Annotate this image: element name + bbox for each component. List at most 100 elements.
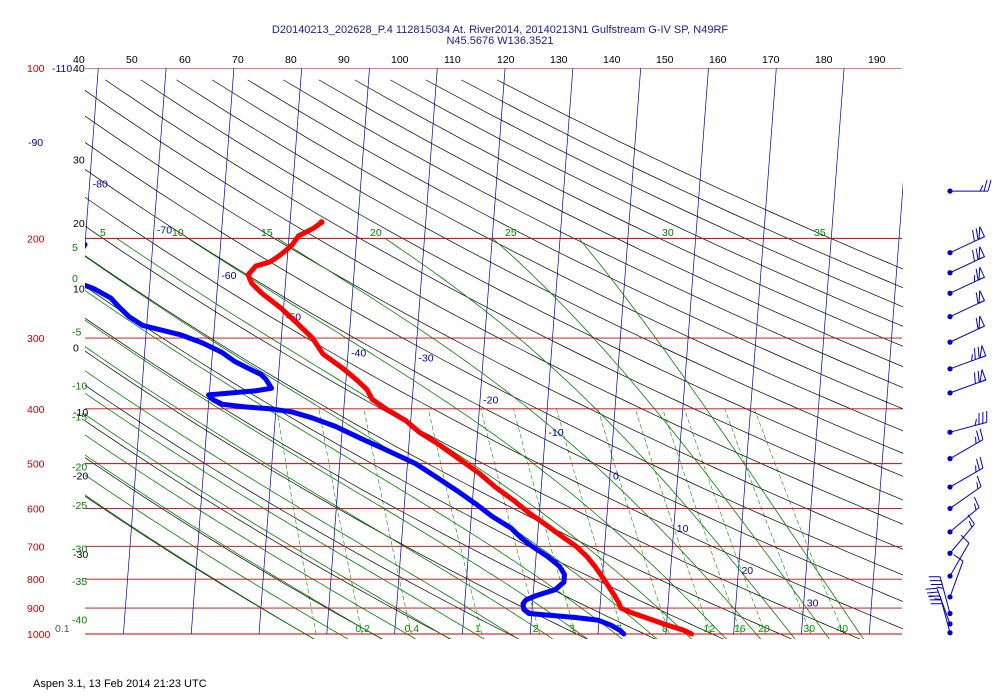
isotherm-line (868, 181, 903, 635)
isotherm-label: 0 (613, 471, 619, 483)
wind-barb-staff (939, 576, 951, 614)
wind-barb (928, 576, 953, 617)
wind-barb-station (947, 529, 953, 535)
dry-adiabat-line (461, 79, 903, 289)
wind-barb (947, 266, 986, 296)
wind-barb-station (947, 573, 953, 579)
isotherm-label: -60 (221, 270, 236, 282)
moist-adiabat-left-label: 5 (72, 242, 78, 254)
wind-barb-station (947, 594, 953, 600)
isotherm-label: -40 (351, 347, 366, 359)
wind-barb-station (947, 290, 953, 296)
dry-adiabat-label: -20 (73, 471, 88, 483)
wind-barb-feather (973, 372, 976, 384)
pressure-tick-label: 500 (27, 459, 45, 471)
wind-barb (928, 595, 953, 636)
moist-adiabat-label: 5 (100, 227, 106, 239)
sounding-profiles (85, 219, 695, 637)
moist-adiabat-line (85, 290, 623, 639)
wind-barb-feather (976, 458, 980, 471)
dry-adiabat-line (140, 79, 903, 477)
wind-barb-feather (975, 317, 979, 330)
dry-adiabat-label: -30 (73, 549, 88, 561)
dry-adiabat-line (85, 420, 452, 639)
top-scale-label: 50 (126, 54, 138, 66)
moist-adiabat-line (85, 494, 315, 639)
wind-barb-staff (949, 439, 984, 460)
top-scale-label: 100 (391, 54, 409, 66)
wind-barb-feather (974, 503, 977, 511)
top-scale-label: 110 (444, 54, 461, 66)
isotherm-line (529, 68, 574, 635)
wind-barb-staff (949, 561, 964, 598)
pressure-tick-label: 100 (27, 63, 45, 75)
moist-adiabat-line (85, 346, 554, 639)
moist-adiabat-line (85, 319, 589, 639)
wind-barb-station (947, 429, 953, 435)
wind-barb-station (947, 339, 953, 345)
moist-adiabat-left-label: -40 (72, 614, 87, 626)
wind-barb (947, 554, 964, 600)
dry-adiabat-line (354, 79, 903, 347)
top-scale-label: 60 (179, 54, 191, 66)
dry-adiabat-line (496, 79, 903, 270)
top-scale-label: 70 (232, 54, 244, 66)
wind-barb (947, 410, 988, 435)
wind-barb-pennant (978, 266, 986, 281)
moist-adiabat-left-label: -15 (72, 412, 87, 424)
wind-barb-feather (973, 496, 980, 508)
isotherm-label: 10 (677, 523, 689, 535)
wind-barb-feather (953, 554, 964, 562)
wind-barb-feather (975, 292, 979, 304)
dry-adiabat-line (85, 196, 903, 630)
wind-barb-staff (936, 588, 951, 625)
isotherm-label: -20 (483, 394, 498, 406)
mixing-ratio-line (753, 408, 845, 635)
pressure-tick-label: 1000 (27, 629, 51, 641)
wind-barb-pennant (978, 315, 986, 330)
wind-barb-feather (977, 370, 980, 383)
isotherm-line (733, 68, 777, 635)
isotherm-line (394, 68, 438, 635)
moist-adiabat-line (85, 413, 451, 639)
wind-barb-station (947, 621, 953, 627)
mixing-ratio-label: 20 (758, 623, 770, 635)
moist-adiabat-label: 10 (172, 227, 184, 239)
wind-barb-feather (926, 591, 939, 594)
dry-adiabat-line (176, 79, 903, 454)
pressure-tick-label: 800 (27, 574, 45, 586)
mixing-ratio-label: 0.4 (405, 623, 420, 635)
isotherm-line (326, 68, 370, 635)
wind-barb-feather (975, 248, 979, 260)
mixing-ratio-label: 3 (569, 623, 575, 635)
dry-adiabat-line (85, 350, 588, 639)
isotherm-line (665, 68, 709, 635)
moist-adiabat-line (116, 237, 693, 639)
wind-barb-station (947, 188, 953, 194)
isotherm-label: -10 (548, 427, 563, 439)
top-scale-label: 130 (550, 54, 568, 66)
background-grid (85, 68, 903, 639)
dry-adiabat-line (85, 285, 725, 639)
isotherm-line (597, 68, 642, 635)
mixing-ratio-label: 16 (734, 623, 746, 635)
mixing-ratio-line (276, 408, 317, 635)
top-scale-label: 140 (603, 54, 621, 66)
moist-adiabat-line (85, 454, 383, 639)
moist-adiabat-left-label: -25 (72, 500, 87, 512)
top-scale-label: 120 (497, 54, 515, 66)
wind-barb-feather (925, 587, 938, 590)
moist-adiabat-left-label: 0 (72, 273, 78, 285)
moist-adiabat-line (187, 237, 727, 639)
footer-caption: Aspen 3.1, 13 Feb 2014 21:23 UTC (33, 678, 207, 690)
mixing-ratio-label: 30 (803, 623, 815, 635)
isotherm-label: -90 (28, 137, 43, 149)
wind-barb-feather (987, 179, 992, 192)
dry-adiabat-label: -10 (73, 407, 88, 419)
isotherm-line (462, 68, 506, 635)
mixing-ratio-label: 2 (533, 623, 539, 635)
mixing-ratio-line (318, 408, 363, 635)
wind-barb-station (947, 456, 953, 462)
wind-barb-feather (960, 534, 970, 544)
isotherm-label: -110 (52, 63, 72, 75)
